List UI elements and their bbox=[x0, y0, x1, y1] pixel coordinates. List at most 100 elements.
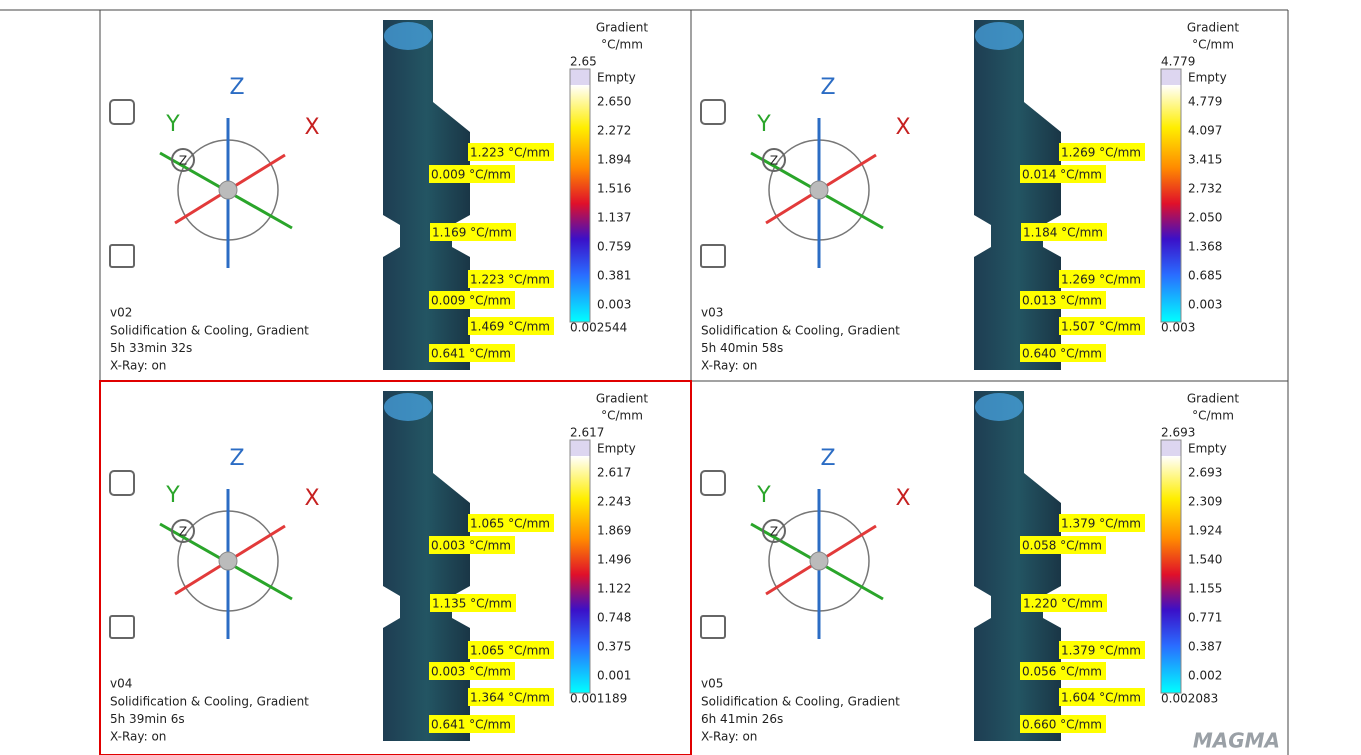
legend-tick-label: 4.779 bbox=[1188, 95, 1222, 109]
variant-name: v04 bbox=[110, 677, 132, 691]
probe-box bbox=[1021, 223, 1107, 241]
variant-name: v03 bbox=[701, 306, 723, 320]
probe-label: 0.641 °C/mm bbox=[431, 347, 511, 361]
z-button bbox=[762, 519, 786, 543]
probe-label: 0.014 °C/mm bbox=[1022, 168, 1102, 182]
legend-min: 0.002083 bbox=[1161, 692, 1218, 706]
legend-title: Gradient bbox=[596, 21, 649, 35]
legend-border bbox=[569, 68, 591, 323]
probe-label: 1.065 °C/mm bbox=[470, 517, 550, 531]
legend-tick-label: 1.368 bbox=[1188, 240, 1222, 254]
gizmo-center bbox=[809, 180, 829, 200]
legend-tick-label: 0.003 bbox=[597, 298, 631, 312]
probe-box bbox=[1059, 688, 1145, 706]
legend-unit: °C/mm bbox=[1192, 38, 1234, 52]
z-label: Z bbox=[229, 75, 244, 100]
axis-gizmo: Z Z Y X bbox=[700, 446, 911, 639]
probe-label: 1.220 °C/mm bbox=[1023, 597, 1103, 611]
legend-min: 0.001189 bbox=[570, 692, 627, 706]
legend-tick-label: 1.496 bbox=[597, 553, 631, 567]
view-cube-icon bbox=[700, 470, 726, 496]
casting bbox=[974, 391, 1061, 741]
casting-hotspot bbox=[384, 22, 432, 50]
legend-tick-label: 0.381 bbox=[597, 269, 631, 283]
empty-swatch bbox=[570, 69, 590, 85]
z-button-label: Z bbox=[770, 154, 778, 168]
probe-label: 1.223 °C/mm bbox=[470, 146, 550, 160]
legend-tick-label: 2.309 bbox=[1188, 495, 1222, 509]
legend-tick-label: 1.924 bbox=[1188, 524, 1222, 538]
logo: MAGMA bbox=[1193, 729, 1280, 753]
probe-label: 0.003 °C/mm bbox=[431, 665, 511, 679]
probe-box bbox=[1059, 143, 1145, 161]
info-line: Solidification & Cooling, Gradient bbox=[110, 324, 309, 338]
frame-icon bbox=[109, 615, 135, 639]
empty-label: Empty bbox=[597, 442, 636, 456]
y-label: Y bbox=[756, 112, 771, 137]
color-bar bbox=[1161, 456, 1181, 693]
info-line: X-Ray: on bbox=[110, 359, 166, 373]
legend-max: 2.65 bbox=[570, 55, 597, 69]
probe-box bbox=[468, 514, 554, 532]
probe-label: 0.056 °C/mm bbox=[1022, 665, 1102, 679]
probe-box bbox=[1059, 641, 1145, 659]
legend-tick-label: 2.650 bbox=[597, 95, 631, 109]
legend-max: 2.617 bbox=[570, 426, 604, 440]
probe-label: 1.169 °C/mm bbox=[432, 226, 512, 240]
x-label: X bbox=[304, 115, 319, 140]
legend-unit: °C/mm bbox=[601, 38, 643, 52]
legend-max: 4.779 bbox=[1161, 55, 1195, 69]
probe-label: 0.660 °C/mm bbox=[1022, 718, 1102, 732]
legend-tick-label: 0.001 bbox=[597, 669, 631, 683]
z-label: Z bbox=[229, 446, 244, 471]
legend-border bbox=[1160, 439, 1182, 694]
probe-box bbox=[1059, 317, 1145, 335]
empty-label: Empty bbox=[597, 71, 636, 85]
info-line: Solidification & Cooling, Gradient bbox=[701, 695, 900, 709]
probe-label: 0.641 °C/mm bbox=[431, 718, 511, 732]
z-button-label: Z bbox=[179, 525, 187, 539]
legend-border bbox=[1160, 68, 1182, 323]
probe-box bbox=[430, 223, 516, 241]
legend-tick-label: 2.617 bbox=[597, 466, 631, 480]
probe-label: 0.009 °C/mm bbox=[431, 168, 511, 182]
info-line: 5h 40min 58s bbox=[701, 341, 783, 355]
legend-tick-label: 1.869 bbox=[597, 524, 631, 538]
legend-title: Gradient bbox=[596, 392, 649, 406]
view-cube-icon bbox=[109, 470, 135, 496]
probe-box bbox=[429, 344, 515, 362]
legend-tick-label: 2.243 bbox=[597, 495, 631, 509]
legend-unit: °C/mm bbox=[601, 409, 643, 423]
casting bbox=[383, 391, 470, 741]
gizmo-center bbox=[218, 551, 238, 571]
probe-label: 0.058 °C/mm bbox=[1022, 539, 1102, 553]
info-line: X-Ray: on bbox=[701, 359, 757, 373]
legend-tick-label: 1.137 bbox=[597, 211, 631, 225]
frame-icon bbox=[109, 244, 135, 268]
x-label: X bbox=[895, 115, 910, 140]
x-label: X bbox=[895, 486, 910, 511]
info-line: 5h 33min 32s bbox=[110, 341, 192, 355]
axis-gizmo: Z Z Y X bbox=[109, 75, 320, 268]
y-label: Y bbox=[165, 483, 180, 508]
probe-label: 1.065 °C/mm bbox=[470, 644, 550, 658]
view-cube-icon bbox=[109, 99, 135, 125]
probe-box bbox=[430, 594, 516, 612]
z-button bbox=[171, 148, 195, 172]
color-bar bbox=[570, 85, 590, 322]
probe-box bbox=[1059, 270, 1145, 288]
z-label: Z bbox=[820, 75, 835, 100]
legend-unit: °C/mm bbox=[1192, 409, 1234, 423]
x-label: X bbox=[304, 486, 319, 511]
probe-label: 0.009 °C/mm bbox=[431, 294, 511, 308]
legend-tick-label: 1.122 bbox=[597, 582, 631, 596]
legend-tick-label: 1.516 bbox=[597, 182, 631, 196]
legend-tick-label: 1.540 bbox=[1188, 553, 1222, 567]
info-line: Solidification & Cooling, Gradient bbox=[110, 695, 309, 709]
legend-title: Gradient bbox=[1187, 392, 1240, 406]
legend-tick-label: 0.003 bbox=[1188, 298, 1222, 312]
probe-box bbox=[1020, 344, 1106, 362]
z-label: Z bbox=[820, 446, 835, 471]
